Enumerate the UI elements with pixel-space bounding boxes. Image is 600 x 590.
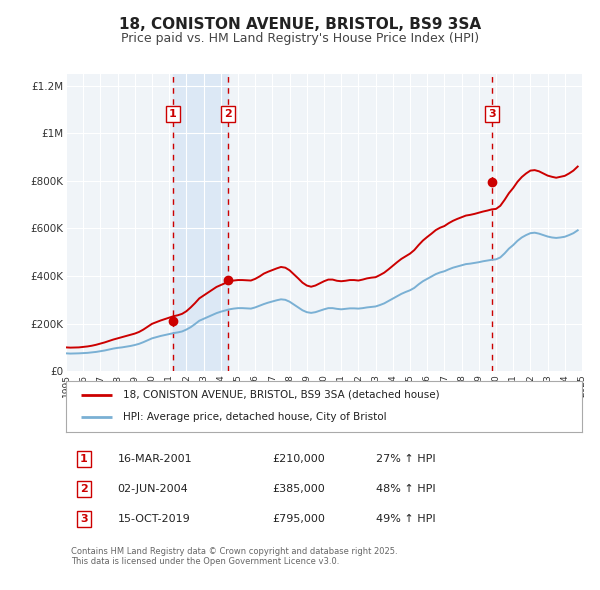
- Text: 48% ↑ HPI: 48% ↑ HPI: [376, 484, 435, 494]
- Text: 2: 2: [80, 484, 88, 494]
- Text: 16-MAR-2001: 16-MAR-2001: [118, 454, 192, 464]
- Text: 2: 2: [224, 109, 232, 119]
- Text: 18, CONISTON AVENUE, BRISTOL, BS9 3SA: 18, CONISTON AVENUE, BRISTOL, BS9 3SA: [119, 17, 481, 32]
- Text: 15-OCT-2019: 15-OCT-2019: [118, 514, 190, 524]
- Bar: [173, 74, 228, 371]
- Text: £385,000: £385,000: [272, 484, 325, 494]
- Text: Contains HM Land Registry data © Crown copyright and database right 2025.
This d: Contains HM Land Registry data © Crown c…: [71, 547, 398, 566]
- Text: 49% ↑ HPI: 49% ↑ HPI: [376, 514, 435, 524]
- Text: 1: 1: [169, 109, 176, 119]
- Text: Price paid vs. HM Land Registry's House Price Index (HPI): Price paid vs. HM Land Registry's House …: [121, 32, 479, 45]
- Text: £795,000: £795,000: [272, 514, 325, 524]
- Text: 02-JUN-2004: 02-JUN-2004: [118, 484, 188, 494]
- Text: 18, CONISTON AVENUE, BRISTOL, BS9 3SA (detached house): 18, CONISTON AVENUE, BRISTOL, BS9 3SA (d…: [123, 390, 439, 400]
- Text: 3: 3: [80, 514, 88, 524]
- Text: HPI: Average price, detached house, City of Bristol: HPI: Average price, detached house, City…: [123, 412, 386, 422]
- Text: £210,000: £210,000: [272, 454, 325, 464]
- Text: 1: 1: [80, 454, 88, 464]
- Text: 3: 3: [488, 109, 496, 119]
- Text: 27% ↑ HPI: 27% ↑ HPI: [376, 454, 435, 464]
